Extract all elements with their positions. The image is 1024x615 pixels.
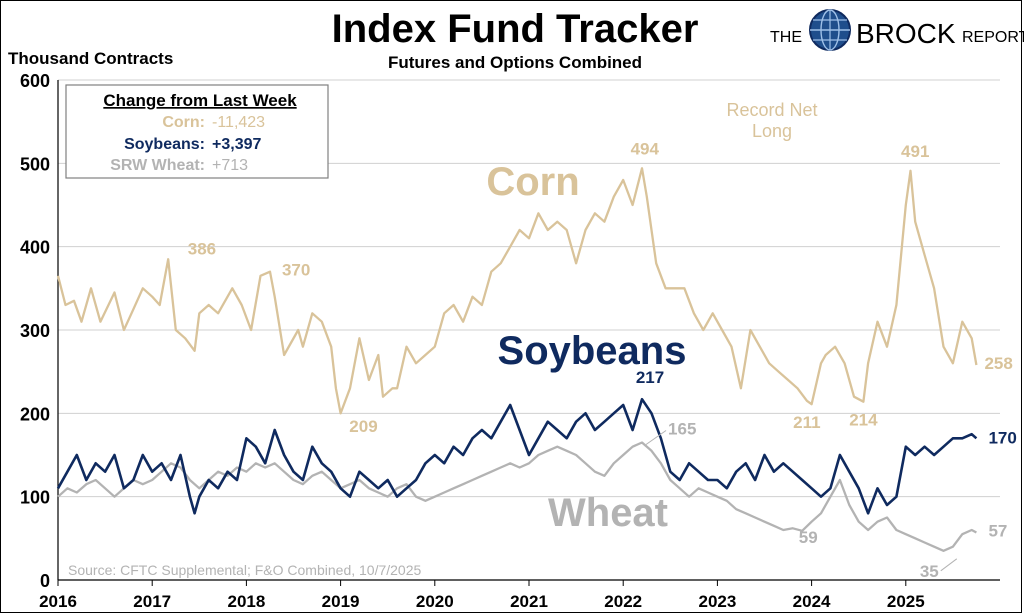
change-corn-label: Corn:: [162, 114, 205, 131]
data-label-corn-494: 494: [631, 139, 660, 158]
y-tick-label-0: 0: [40, 571, 50, 591]
data-label-wheat-57: 57: [988, 522, 1007, 541]
chart-subtitle: Futures and Options Combined: [388, 53, 642, 72]
data-label-soybeans-217: 217: [636, 368, 664, 387]
x-tick-label-2025: 2025: [887, 592, 925, 611]
change-wheat-value: +713: [212, 157, 248, 174]
axes: 0 100 200 300 400 500 600 2016 2017 2018 2019 2020 2…: [20, 71, 1000, 611]
chart-title: Index Fund Tracker: [332, 7, 699, 51]
series-label-wheat: Wheat: [548, 491, 668, 535]
leader-line-wheat-35: [940, 558, 958, 572]
change-box: Change from Last Week Corn: -11,423 Soyb…: [65, 84, 329, 179]
data-label-corn-491: 491: [901, 142, 929, 161]
y-tick-label-500: 500: [20, 154, 50, 174]
y-tick-label-600: 600: [20, 71, 50, 91]
x-tick-label-2019: 2019: [322, 592, 360, 611]
y-tick-label-300: 300: [20, 321, 50, 341]
source-note: Source: CFTC Supplemental; F&O Combined,…: [68, 562, 422, 578]
logo-brock: BROCK: [856, 18, 956, 49]
series-line-soybeans: [56, 397, 978, 515]
x-tick-label-2021: 2021: [510, 592, 548, 611]
data-label-corn-258: 258: [984, 354, 1012, 373]
series-labels: 386 370 209 494 211 214 491 258 217 170 165 59 35 57: [188, 139, 1017, 581]
y-axis-label: Thousand Contracts: [8, 49, 173, 68]
record-net-long-line2: Long: [752, 121, 792, 141]
series-line-wheat: [57, 441, 977, 552]
y-tick-label-100: 100: [20, 488, 50, 508]
data-label-soybeans-170: 170: [988, 428, 1016, 447]
record-net-long-line1: Record Net: [726, 100, 817, 120]
logo-the: THE: [770, 29, 802, 46]
x-tick-label-2023: 2023: [698, 592, 736, 611]
y-tick-label-400: 400: [20, 238, 50, 258]
leader-line-wheat-165: [645, 430, 667, 445]
data-label-wheat-35: 35: [920, 562, 939, 581]
brock-report-logo: THE BROCK REPORT: [770, 9, 1024, 51]
change-corn-value: -11,423: [212, 114, 265, 131]
logo-report: REPORT: [962, 29, 1024, 46]
change-box-title: Change from Last Week: [103, 91, 297, 110]
change-soybeans-label: Soybeans:: [124, 136, 205, 153]
data-label-corn-386: 386: [188, 239, 216, 258]
series-lines: [56, 167, 978, 552]
data-label-corn-370: 370: [282, 261, 310, 280]
x-tick-label-2016: 2016: [39, 592, 77, 611]
data-label-wheat-59: 59: [799, 528, 818, 547]
x-tick-label-2024: 2024: [793, 592, 831, 611]
globe-icon: [809, 9, 851, 51]
data-label-wheat-165: 165: [668, 420, 696, 439]
data-label-corn-209: 209: [349, 417, 377, 436]
series-label-corn: Corn: [486, 160, 579, 204]
y-tick-label-200: 200: [20, 404, 50, 424]
x-tick-label-2020: 2020: [416, 592, 454, 611]
change-wheat-label: SRW Wheat:: [110, 157, 205, 174]
series-line-corn: [56, 167, 978, 415]
x-tick-label-2022: 2022: [604, 592, 642, 611]
series-label-soybeans: Soybeans: [498, 329, 687, 373]
x-tick-label-2017: 2017: [133, 592, 171, 611]
data-label-corn-211: 211: [793, 413, 820, 432]
x-tick-label-2018: 2018: [227, 592, 265, 611]
change-soybeans-value: +3,397: [212, 136, 261, 153]
data-label-corn-214: 214: [849, 411, 878, 430]
